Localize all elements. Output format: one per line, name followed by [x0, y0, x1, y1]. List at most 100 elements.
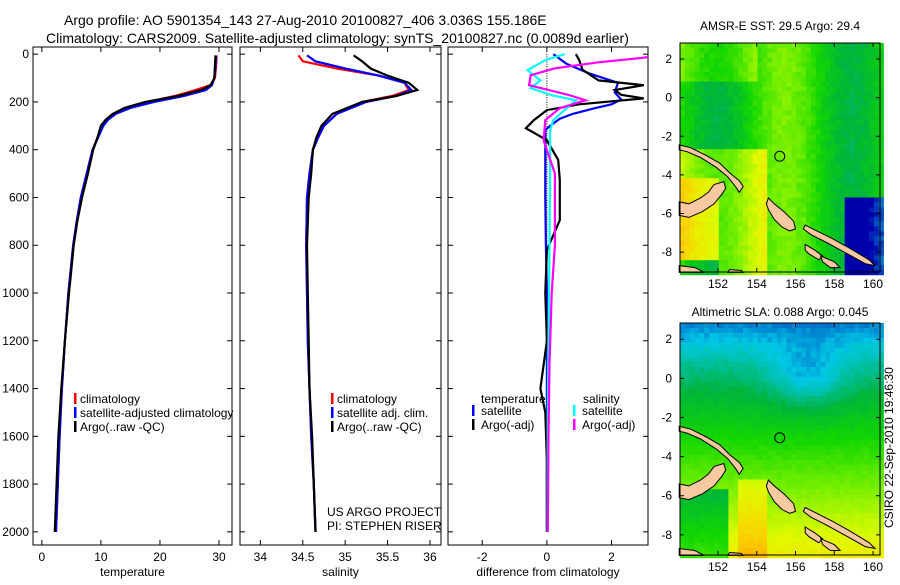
zero-dotted-line — [546, 230, 548, 232]
argo-position-marker — [774, 432, 786, 444]
map-cell — [689, 72, 695, 78]
x-tick-label: 160 — [863, 277, 883, 291]
map-cell — [864, 212, 870, 218]
map-cell — [743, 503, 749, 510]
map-cell — [796, 197, 802, 203]
map-cell — [689, 76, 695, 83]
map-cell — [796, 391, 802, 397]
map-cell — [820, 129, 826, 136]
map-cell — [844, 513, 850, 520]
map-cell — [762, 72, 768, 78]
map-cell — [772, 347, 778, 353]
map-cell — [757, 240, 763, 247]
map-cell — [864, 420, 870, 427]
map-cell — [859, 420, 865, 427]
map-cell — [869, 163, 875, 169]
map-cell — [684, 178, 691, 184]
map-cell — [844, 47, 850, 54]
map-cell — [762, 158, 768, 165]
map-cell — [844, 178, 850, 184]
map-cell — [844, 134, 850, 140]
map-cell — [709, 450, 715, 456]
map-cell — [757, 178, 763, 184]
map-cell — [791, 100, 797, 107]
y-tick-label: -8 — [661, 245, 672, 259]
map-cell — [680, 192, 686, 198]
map-cell — [864, 337, 870, 344]
map-cell — [718, 245, 725, 251]
map-cell — [718, 120, 725, 126]
map-cell — [699, 187, 705, 194]
map-cell — [781, 528, 787, 534]
map-cell — [752, 381, 758, 388]
map-cell — [806, 401, 812, 407]
zero-dotted-line — [546, 85, 548, 87]
map-cell — [747, 67, 754, 73]
map-cell — [752, 503, 758, 510]
map-cell — [704, 110, 710, 116]
map-cell — [864, 187, 870, 194]
map-cell — [723, 144, 729, 150]
map-cell — [873, 173, 880, 179]
map-cell — [762, 240, 768, 247]
map-cell — [791, 337, 797, 344]
map-cell — [713, 173, 720, 179]
zero-dotted-line — [546, 54, 548, 56]
y-tick-label: -2 — [661, 410, 672, 424]
map-cell — [873, 484, 880, 490]
map-cell — [738, 129, 744, 136]
map-cell — [762, 255, 768, 261]
map-cell — [781, 391, 787, 397]
map-cell — [733, 43, 739, 49]
map-cell — [791, 357, 797, 363]
map-cell — [806, 347, 812, 353]
map-cell — [878, 381, 884, 388]
map-cell — [689, 57, 695, 63]
map-cell — [752, 96, 758, 102]
map-cell — [835, 494, 841, 500]
map-cell — [825, 420, 831, 427]
map-cell — [747, 538, 754, 544]
legend-swatch — [74, 393, 77, 404]
map-cell — [820, 406, 826, 412]
map-cell — [728, 202, 734, 208]
map-cell — [694, 221, 700, 227]
map-cell — [772, 149, 778, 155]
map-cell — [728, 62, 734, 68]
map-cell — [718, 226, 725, 232]
map-cell — [854, 236, 860, 242]
x-tick-label: 20 — [153, 550, 167, 564]
map-cell — [767, 72, 773, 78]
map-cell — [694, 411, 700, 417]
map-cell — [864, 178, 870, 184]
map-cell — [864, 207, 870, 213]
map-cell — [791, 81, 797, 87]
map-cell — [806, 255, 812, 261]
map-cell — [709, 168, 715, 174]
map-cell — [810, 464, 817, 471]
map-cell — [873, 347, 880, 353]
map-cell — [738, 513, 744, 520]
map-cell — [830, 450, 836, 456]
map-cell — [869, 250, 875, 256]
map-cell — [839, 81, 846, 87]
map-cell — [791, 96, 797, 102]
map-cell — [772, 163, 778, 169]
map-cell — [733, 371, 739, 378]
map-cell — [723, 494, 729, 500]
map-cell — [786, 469, 792, 476]
map-cell — [752, 207, 758, 213]
map-cell — [776, 178, 783, 184]
map-cell — [796, 52, 802, 58]
map-cell — [733, 337, 739, 344]
map-cell — [704, 489, 710, 495]
map-cell — [844, 207, 850, 213]
map-cell — [733, 401, 739, 407]
land-coastline — [678, 180, 727, 218]
map-cell — [873, 91, 880, 97]
map-cell — [781, 240, 787, 247]
map-cell — [859, 528, 865, 534]
map-cell — [689, 226, 695, 232]
map-cell — [747, 484, 754, 490]
map-cell — [830, 207, 836, 213]
